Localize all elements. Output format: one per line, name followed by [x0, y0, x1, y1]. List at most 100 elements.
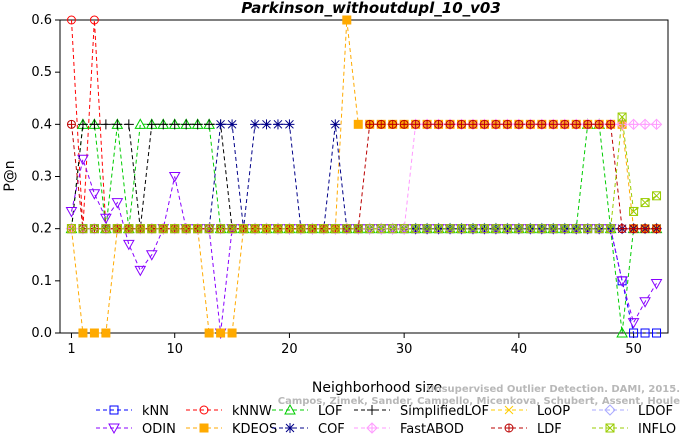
data-point-inflo: [640, 198, 650, 208]
data-point-knnw: [66, 15, 76, 25]
data-point-inflo: [399, 224, 409, 234]
data-point-inflo: [502, 224, 512, 234]
data-point-inflo: [376, 224, 386, 234]
data-point-ldf: [66, 119, 76, 129]
data-point-inflo: [342, 224, 352, 234]
data-point-simplifiedlof: [146, 119, 157, 130]
data-point-inflo: [365, 224, 375, 234]
data-point-odin: [88, 189, 101, 200]
data-point-inflo: [434, 224, 444, 234]
data-point-inflo: [422, 224, 432, 234]
legend-label-lof: LOF: [318, 404, 343, 419]
data-point-inflo: [319, 224, 329, 234]
x-tick-label: 50: [625, 342, 642, 357]
data-point-inflo: [158, 224, 168, 234]
data-point-ldf: [514, 119, 524, 129]
data-point-inflo: [89, 224, 99, 234]
data-point-inflo: [411, 224, 421, 234]
data-point-inflo: [652, 191, 662, 201]
x-axis-label: Neighborhood size: [312, 380, 442, 396]
data-point-inflo: [330, 224, 340, 234]
legend-label-loop: LoOP: [537, 404, 570, 419]
data-point-fastabod: [639, 118, 651, 131]
data-point-inflo: [112, 224, 122, 234]
data-point-inflo: [307, 224, 317, 234]
data-point-inflo: [617, 112, 627, 122]
x-tick-label: 10: [166, 342, 183, 357]
legend-marker-ldof: [604, 404, 616, 416]
data-point-ldf: [525, 119, 535, 129]
y-tick-label: 0.5: [31, 65, 52, 80]
data-point-inflo: [479, 224, 489, 234]
data-point-ldf: [594, 119, 604, 129]
data-point-ldf: [434, 119, 444, 129]
data-point-cof: [227, 119, 238, 130]
data-point-kdeos: [216, 328, 226, 338]
data-point-ldf: [422, 119, 432, 129]
data-point-ldf: [445, 119, 455, 129]
data-point-inflo: [583, 224, 593, 234]
series-line-simplifiedlof: [71, 123, 657, 230]
series-line-odin: [71, 157, 657, 334]
data-point-odin: [134, 265, 147, 277]
data-point-odin: [65, 206, 78, 218]
data-point-knnw: [89, 15, 99, 25]
data-point-ldf: [617, 224, 627, 234]
data-point-simplifiedlof: [204, 119, 215, 130]
data-point-fastabod: [650, 118, 663, 131]
data-point-cof: [272, 119, 283, 130]
data-point-ldf: [537, 119, 547, 129]
data-point-ldf: [652, 224, 662, 234]
data-point-simplifiedlof: [112, 119, 123, 130]
data-point-inflo: [66, 224, 76, 234]
data-point-inflo: [78, 224, 88, 234]
data-point-kdeos: [227, 328, 237, 338]
legend-label-kdeos: KDEOS: [232, 422, 277, 434]
data-point-odin: [627, 318, 640, 329]
data-point-odin: [111, 198, 124, 209]
data-point-ldf: [502, 119, 512, 129]
data-point-inflo: [548, 224, 558, 234]
data-point-ldf: [491, 119, 501, 129]
data-point-ldf: [640, 224, 650, 234]
data-point-inflo: [124, 224, 134, 234]
series-line-ldf: [71, 123, 657, 230]
data-point-ldf: [629, 224, 639, 234]
x-tick-label: 40: [511, 342, 528, 357]
data-point-simplifiedlof: [100, 119, 111, 130]
data-point-inflo: [445, 224, 455, 234]
data-point-kdeos: [101, 328, 111, 338]
y-tick-label: 0.2: [31, 222, 52, 237]
data-point-inflo: [296, 224, 306, 234]
legend-marker-ldf: [504, 423, 514, 433]
data-point-ldf: [468, 119, 478, 129]
y-axis-label: P@n: [2, 160, 18, 191]
data-point-ldf: [571, 119, 581, 129]
legend-label-ldf: LDF: [537, 422, 562, 434]
data-point-inflo: [204, 224, 214, 234]
data-point-lof: [616, 326, 628, 338]
data-point-cof: [250, 119, 261, 130]
data-point-odin: [168, 172, 181, 183]
data-point-kdeos: [342, 15, 352, 25]
data-point-odin: [650, 278, 663, 290]
legend-label-cof: COF: [318, 422, 345, 434]
data-point-inflo: [101, 224, 111, 234]
data-point-inflo: [491, 224, 501, 234]
data-point-inflo: [468, 224, 478, 234]
watermark-line-2: Campos, Zimek, Sander, Campello, Micenko…: [278, 396, 680, 407]
data-point-inflo: [388, 224, 398, 234]
legend-marker-knn: [109, 405, 119, 415]
data-point-ldf: [376, 119, 386, 129]
legend-label-inflo: INFLO: [638, 422, 676, 434]
data-point-odin: [77, 154, 89, 166]
data-point-ldf: [548, 119, 558, 129]
legend-label-odin: ODIN: [142, 422, 176, 434]
data-point-ldf: [388, 119, 398, 129]
legend-marker-inflo: [605, 423, 615, 433]
data-point-inflo: [629, 206, 639, 216]
data-point-simplifiedlof: [192, 119, 203, 130]
series-line-knn: [71, 228, 657, 334]
x-tick-label: 30: [396, 342, 413, 357]
